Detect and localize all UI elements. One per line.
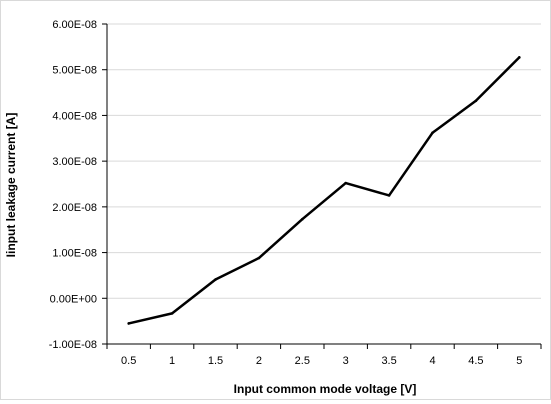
x-tick-label: 2 (256, 355, 262, 367)
data-point (474, 99, 478, 103)
y-tick-label: 0.00E+00 (50, 293, 97, 305)
y-tick-label: 1.00E-08 (52, 248, 97, 260)
y-tick-label: 3.00E-08 (52, 156, 97, 168)
x-tick-label: 1.5 (208, 355, 223, 367)
x-axis-title: Input common mode voltage [V] (234, 382, 417, 396)
y-tick-label: 2.00E-08 (52, 202, 97, 214)
gridlines (107, 23, 541, 345)
x-tick-label: 4 (429, 355, 435, 367)
axes (106, 24, 541, 345)
data-point (344, 181, 348, 185)
data-point (518, 56, 521, 59)
data-point (301, 217, 304, 221)
y-tick-label: 5.00E-08 (52, 65, 97, 77)
series-layer (127, 56, 521, 325)
x-tick-label: 3 (343, 355, 349, 367)
y-tick-label: -1.00E-08 (49, 339, 97, 351)
x-tick-label: 0.5 (121, 355, 136, 367)
y-tick-label: 4.00E-08 (52, 110, 97, 122)
data-point (387, 194, 391, 197)
data-point (170, 312, 174, 315)
series-line (127, 56, 521, 325)
y-tick-label: 6.00E-08 (52, 19, 97, 31)
y-axis-ticks: -1.00E-08 0.00E+00 1.00E-08 2.00E-08 3.00E-0… (49, 19, 107, 351)
x-tick-label: 4.5 (468, 355, 483, 367)
y-axis-title: Iinput leakage current [A] (4, 113, 18, 258)
x-axis-ticks: 0.5 1 1.5 2 2.5 3 3.5 4 4.5 5 (106, 344, 542, 367)
data-point (214, 278, 217, 281)
data-point (431, 131, 434, 135)
data-point (257, 256, 261, 260)
x-tick-label: 5 (516, 355, 522, 367)
x-tick-label: 1 (169, 355, 175, 367)
x-tick-label: 2.5 (295, 355, 310, 367)
data-point (127, 322, 130, 325)
x-tick-label: 3.5 (381, 355, 396, 367)
